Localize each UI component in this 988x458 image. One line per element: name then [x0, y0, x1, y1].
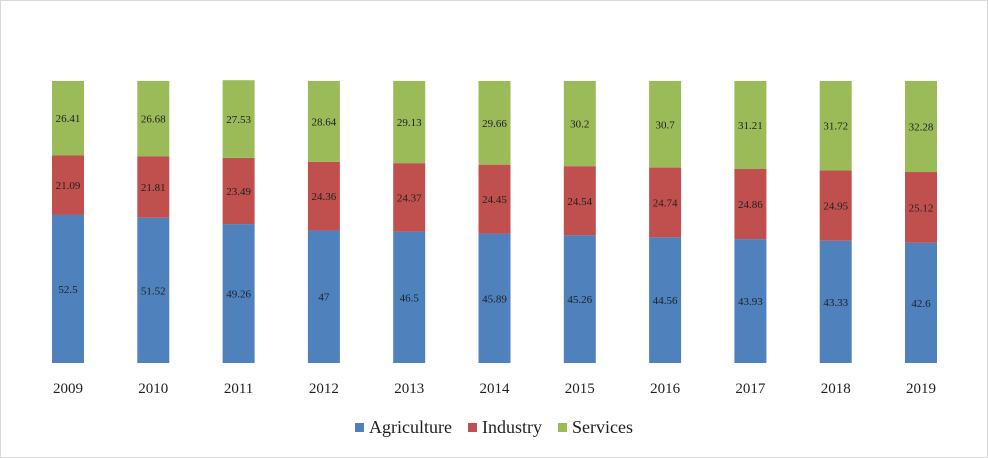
- value-label-services-2011: 27.53: [226, 114, 251, 126]
- value-labels-layer: 52.5 21.09 26.41 51.52 21.81 26.68 49.26 23.49 2…: [56, 113, 934, 310]
- bar-services-2018: [819, 81, 852, 171]
- value-label-industry-2019: 25.12: [909, 202, 934, 214]
- bar-services-2016: [649, 81, 682, 168]
- value-label-agriculture-2011: 49.26: [226, 289, 251, 301]
- value-label-services-2017: 31.21: [738, 120, 763, 132]
- bar-services-2013: [393, 81, 426, 164]
- value-label-industry-2016: 24.74: [653, 197, 678, 209]
- x-tick-label-2016: 2016: [650, 381, 681, 397]
- bar-agriculture-2012: [307, 230, 340, 363]
- value-label-industry-2013: 24.37: [397, 193, 422, 205]
- bar-services-2017: [734, 81, 767, 170]
- bar-services-2019: [905, 81, 937, 173]
- value-label-industry-2009: 21.09: [56, 180, 81, 192]
- value-label-industry-2018: 24.95: [823, 201, 848, 213]
- legend-label-services: Services: [571, 417, 633, 437]
- value-label-agriculture-2014: 45.89: [482, 293, 507, 305]
- bar-agriculture-2015: [563, 235, 596, 363]
- x-axis-ticks: 2009 2010 2011 2012 2013 2014 2015 2016 2017 2018…: [53, 381, 936, 397]
- value-label-services-2019: 32.28: [909, 122, 934, 134]
- legend-item-agriculture: Agriculture: [355, 417, 452, 438]
- value-label-agriculture-2012: 47: [318, 292, 330, 304]
- value-label-agriculture-2013: 46.5: [400, 292, 420, 304]
- bar-agriculture-2016: [649, 237, 682, 363]
- bars-layer: [52, 80, 937, 363]
- bar-agriculture-2018: [819, 240, 852, 363]
- bar-industry-2015: [563, 166, 596, 236]
- bar-agriculture-2017: [734, 239, 767, 363]
- bar-services-2015: [563, 81, 596, 167]
- value-label-industry-2010: 21.81: [141, 182, 166, 194]
- bar-services-2014: [478, 81, 511, 165]
- bar-agriculture-2019: [905, 242, 937, 363]
- bar-industry-2016: [649, 167, 682, 238]
- legend-swatch-industry: [467, 423, 477, 432]
- value-label-industry-2015: 24.54: [567, 196, 592, 208]
- value-label-agriculture-2015: 45.26: [567, 294, 592, 306]
- value-label-industry-2011: 23.49: [226, 186, 251, 198]
- bar-industry-2009: [52, 155, 84, 215]
- value-label-agriculture-2016: 44.56: [653, 295, 678, 307]
- x-tick-label-2018: 2018: [821, 381, 851, 397]
- x-tick-label-2013: 2013: [394, 381, 424, 397]
- value-label-services-2013: 29.13: [397, 117, 422, 129]
- value-label-industry-2014: 24.45: [482, 194, 507, 206]
- value-label-services-2010: 26.68: [141, 114, 166, 126]
- legend-swatch-agriculture: [355, 423, 365, 432]
- legend-item-services: Services: [557, 417, 633, 438]
- legend-item-industry: Industry: [467, 417, 542, 438]
- value-label-industry-2017: 24.86: [738, 199, 763, 211]
- legend-label-industry: Industry: [481, 417, 542, 437]
- x-tick-label-2017: 2017: [735, 381, 766, 397]
- value-label-services-2018: 31.72: [823, 121, 848, 133]
- bar-services-2012: [307, 81, 340, 162]
- legend: Agriculture Industry Services: [1, 417, 987, 438]
- bar-industry-2012: [307, 161, 340, 231]
- bar-industry-2014: [478, 164, 511, 234]
- bar-industry-2013: [393, 163, 426, 232]
- value-label-services-2015: 30.2: [570, 119, 589, 131]
- x-tick-label-2012: 2012: [309, 381, 339, 397]
- x-tick-label-2015: 2015: [565, 381, 595, 397]
- x-tick-label-2009: 2009: [53, 381, 83, 397]
- bar-agriculture-2009: [52, 214, 84, 363]
- x-tick-label-2014: 2014: [480, 381, 511, 397]
- value-label-industry-2012: 24.36: [312, 191, 337, 203]
- bar-industry-2017: [734, 169, 767, 240]
- bar-industry-2018: [819, 170, 852, 241]
- value-label-services-2009: 26.41: [56, 113, 81, 125]
- x-tick-label-2019: 2019: [906, 381, 936, 397]
- value-label-agriculture-2018: 43.33: [823, 297, 848, 309]
- bar-agriculture-2014: [478, 233, 511, 363]
- bar-services-2011: [222, 80, 255, 158]
- value-label-agriculture-2017: 43.93: [738, 296, 763, 308]
- bar-agriculture-2011: [222, 224, 255, 363]
- value-label-agriculture-2009: 52.5: [58, 284, 78, 296]
- value-label-agriculture-2010: 51.52: [141, 285, 166, 297]
- bar-services-2009: [52, 81, 84, 156]
- bar-agriculture-2010: [137, 217, 170, 363]
- bar-industry-2010: [137, 156, 170, 218]
- value-label-services-2014: 29.66: [482, 118, 507, 130]
- bar-industry-2019: [905, 172, 937, 243]
- value-label-services-2012: 28.64: [312, 116, 337, 128]
- x-tick-label-2010: 2010: [138, 381, 168, 397]
- bar-industry-2011: [222, 157, 255, 225]
- value-label-services-2016: 30.7: [655, 119, 675, 131]
- bar-services-2010: [137, 80, 170, 157]
- bar-agriculture-2013: [393, 231, 426, 363]
- legend-swatch-services: [557, 423, 567, 432]
- x-tick-label-2011: 2011: [224, 381, 253, 397]
- value-label-agriculture-2019: 42.6: [911, 298, 931, 310]
- legend-label-agriculture: Agriculture: [369, 417, 452, 437]
